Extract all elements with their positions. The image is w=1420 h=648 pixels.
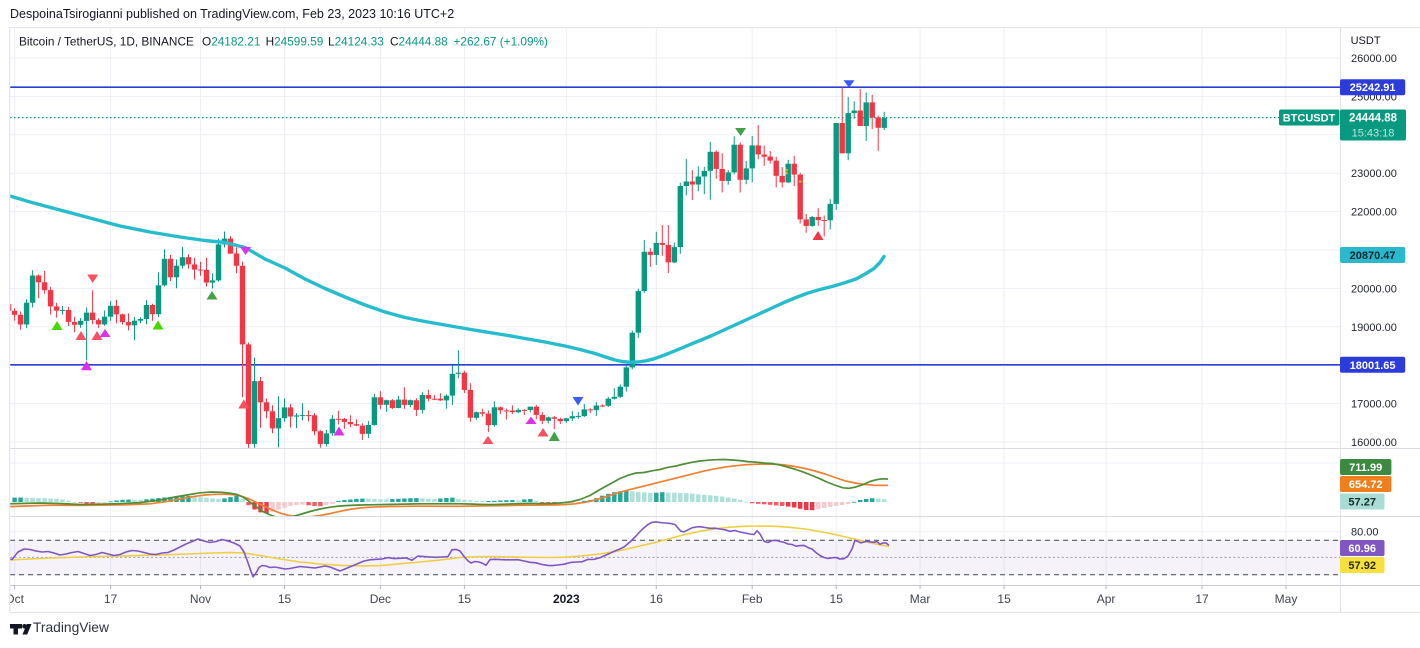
- svg-text:Mar: Mar: [910, 592, 931, 606]
- svg-text:17: 17: [1195, 592, 1209, 606]
- svg-text:20000.00: 20000.00: [1351, 283, 1397, 295]
- svg-text:Dec: Dec: [370, 592, 391, 606]
- svg-text:BTCUSDT: BTCUSDT: [1283, 113, 1336, 125]
- svg-text:Oct: Oct: [5, 592, 24, 606]
- svg-text:15: 15: [458, 592, 472, 606]
- svg-text:19000.00: 19000.00: [1351, 322, 1397, 334]
- svg-text:17: 17: [104, 592, 118, 606]
- svg-text:16000.00: 16000.00: [1351, 437, 1397, 449]
- svg-text:57.92: 57.92: [1348, 560, 1376, 572]
- svg-text:Feb: Feb: [742, 592, 763, 606]
- svg-text:23000.00: 23000.00: [1351, 168, 1397, 180]
- svg-text:24444.88: 24444.88: [1349, 113, 1398, 125]
- svg-text:Apr: Apr: [1097, 592, 1116, 606]
- svg-text:16: 16: [650, 592, 664, 606]
- svg-text:20870.47: 20870.47: [1350, 250, 1396, 262]
- svg-text:15:43:18: 15:43:18: [1352, 128, 1395, 140]
- svg-text:654.72: 654.72: [1349, 479, 1383, 491]
- svg-text:Bitcoin / TetherUS, 1D, BINANC: Bitcoin / TetherUS, 1D, BINANCE O24182.21…: [19, 35, 548, 49]
- svg-text:DespoinaTsirogianni published: DespoinaTsirogianni published on Trading…: [10, 7, 454, 21]
- svg-text:711.99: 711.99: [1349, 462, 1382, 474]
- svg-text:15: 15: [830, 592, 844, 606]
- svg-text:60.96: 60.96: [1348, 543, 1376, 555]
- svg-text:TradingView: TradingView: [33, 620, 109, 635]
- svg-text:18001.65: 18001.65: [1350, 360, 1396, 372]
- svg-text:USDT: USDT: [1351, 35, 1381, 47]
- svg-text:15: 15: [278, 592, 292, 606]
- svg-text:Nov: Nov: [190, 592, 211, 606]
- svg-text:26000.00: 26000.00: [1351, 53, 1397, 65]
- svg-text:2023: 2023: [553, 592, 580, 606]
- svg-text:15: 15: [997, 592, 1011, 606]
- svg-text:80.00: 80.00: [1351, 527, 1379, 539]
- svg-text:57.27: 57.27: [1348, 497, 1376, 509]
- svg-text:25242.91: 25242.91: [1350, 82, 1396, 94]
- svg-text:17000.00: 17000.00: [1351, 399, 1397, 411]
- svg-text:May: May: [1275, 592, 1298, 606]
- svg-text:22000.00: 22000.00: [1351, 207, 1397, 219]
